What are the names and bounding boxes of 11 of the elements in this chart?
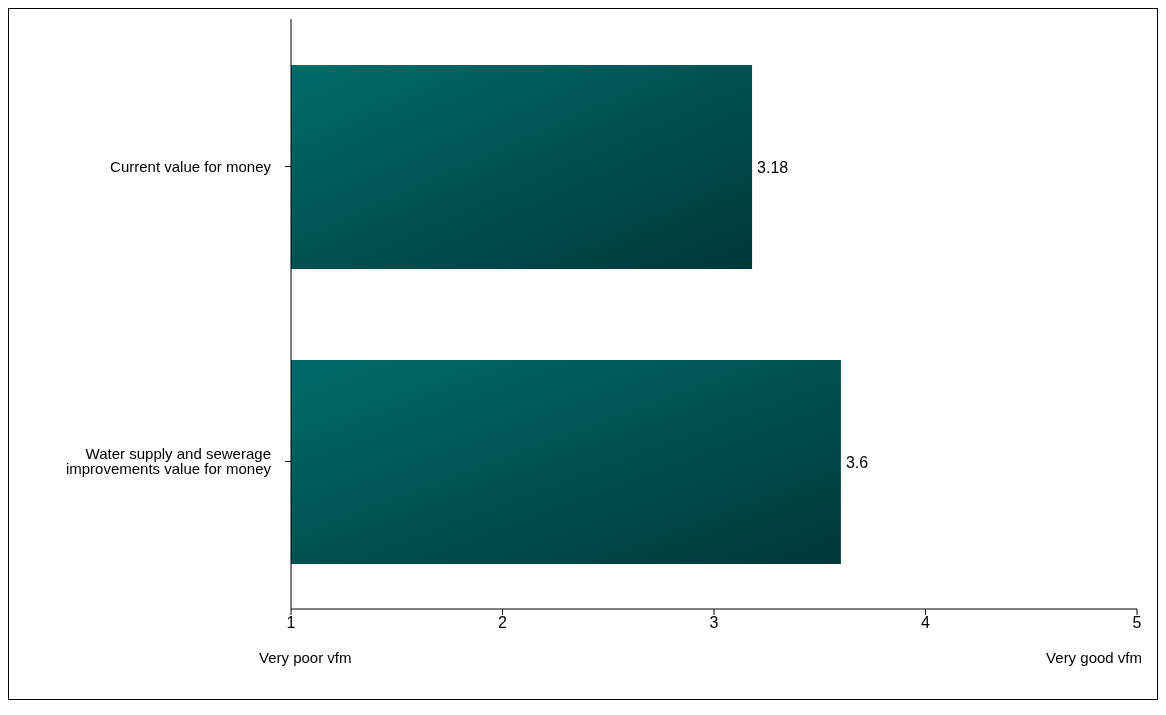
y-tick-label: Water supply and sewerage improvements value for money: [65, 445, 272, 478]
data-label: 3.18: [757, 158, 789, 176]
y-tick-label: Current value for money: [110, 157, 272, 175]
x-tick-label: 1: [286, 614, 296, 632]
text: Very poor vfm: [259, 649, 352, 666]
text: Very good vfm: [1046, 649, 1142, 666]
x-tick-label: 2: [498, 614, 508, 632]
x-tick-label: 3: [709, 614, 719, 632]
x-tick-label: 5: [1132, 614, 1142, 632]
x-tick-label: 4: [921, 614, 931, 632]
data-label: 3.6: [845, 453, 869, 471]
